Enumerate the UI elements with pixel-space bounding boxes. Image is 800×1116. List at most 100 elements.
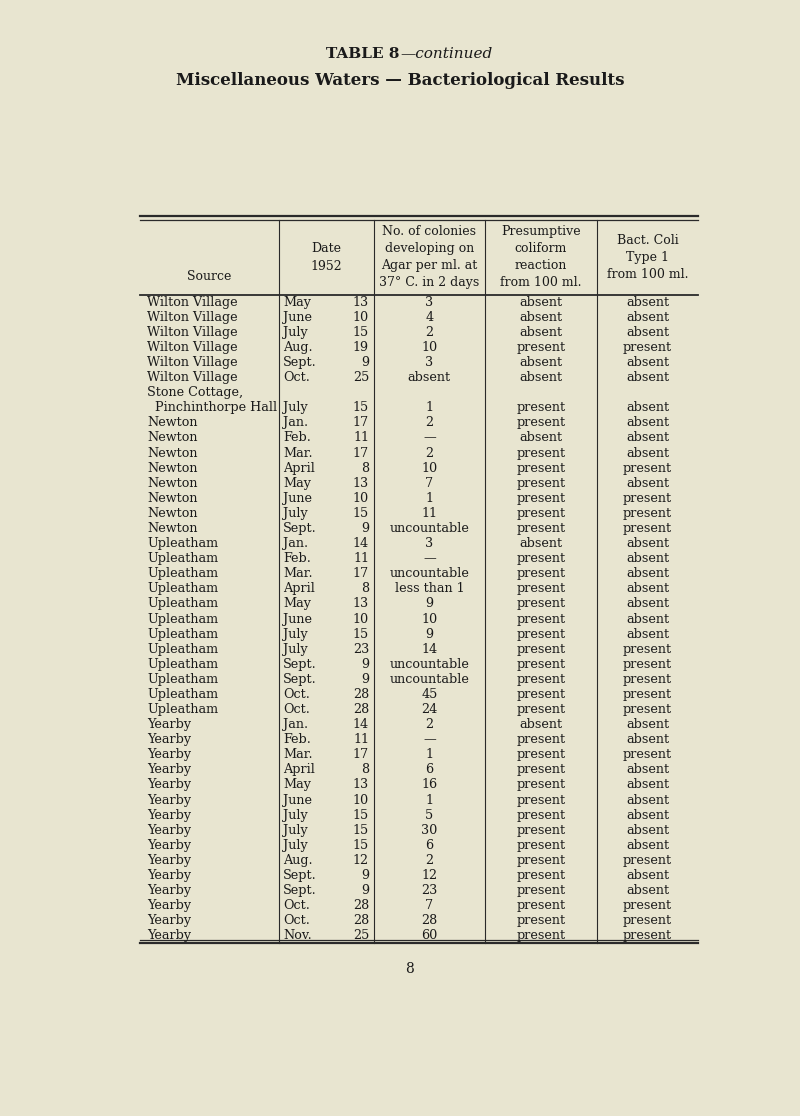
- Text: Yearby: Yearby: [147, 779, 191, 791]
- Text: —: —: [423, 432, 436, 444]
- Text: present: present: [516, 492, 566, 504]
- Text: 10: 10: [422, 340, 438, 354]
- Text: Yearby: Yearby: [147, 809, 191, 821]
- Text: present: present: [516, 477, 566, 490]
- Text: 10: 10: [353, 613, 369, 625]
- Text: 3: 3: [426, 537, 434, 550]
- Text: 2: 2: [426, 326, 434, 339]
- Text: present: present: [516, 854, 566, 867]
- Text: Yearby: Yearby: [147, 930, 191, 942]
- Text: present: present: [623, 749, 672, 761]
- Text: Oct.: Oct.: [283, 914, 310, 927]
- Text: Yearby: Yearby: [147, 839, 191, 852]
- Text: No. of colonies
developing on
Agar per ml. at
37° C. in 2 days: No. of colonies developing on Agar per m…: [379, 225, 479, 289]
- Text: absent: absent: [626, 537, 669, 550]
- Text: 2: 2: [426, 854, 434, 867]
- Text: 10: 10: [422, 613, 438, 625]
- Text: absent: absent: [626, 824, 669, 837]
- Text: 8: 8: [406, 962, 414, 976]
- Text: absent: absent: [626, 583, 669, 595]
- Text: 19: 19: [353, 340, 369, 354]
- Text: present: present: [516, 779, 566, 791]
- Text: May: May: [283, 296, 311, 309]
- Text: present: present: [516, 597, 566, 610]
- Text: Newton: Newton: [147, 477, 198, 490]
- Text: 8: 8: [361, 462, 369, 474]
- Text: absent: absent: [519, 326, 562, 339]
- Text: 14: 14: [353, 537, 369, 550]
- Text: 9: 9: [361, 673, 369, 686]
- Text: —continued: —continued: [400, 47, 492, 60]
- Text: Presumptive
coliform
reaction
from 100 ml.: Presumptive coliform reaction from 100 m…: [500, 225, 582, 289]
- Text: present: present: [516, 446, 566, 460]
- Text: absent: absent: [626, 416, 669, 430]
- Text: Newton: Newton: [147, 432, 198, 444]
- Text: Source: Source: [187, 270, 232, 282]
- Text: present: present: [623, 899, 672, 912]
- Text: Wilton Village: Wilton Village: [147, 372, 238, 384]
- Text: 10: 10: [422, 462, 438, 474]
- Text: April: April: [283, 462, 315, 474]
- Text: present: present: [516, 869, 566, 882]
- Text: present: present: [516, 687, 566, 701]
- Text: 45: 45: [421, 687, 438, 701]
- Text: absent: absent: [519, 310, 562, 324]
- Text: 28: 28: [353, 914, 369, 927]
- Text: absent: absent: [519, 356, 562, 369]
- Text: 13: 13: [353, 296, 369, 309]
- Text: absent: absent: [626, 763, 669, 777]
- Text: absent: absent: [626, 839, 669, 852]
- Text: present: present: [623, 522, 672, 535]
- Text: 2: 2: [426, 718, 434, 731]
- Text: absent: absent: [626, 733, 669, 747]
- Text: Yearby: Yearby: [147, 763, 191, 777]
- Text: Wilton Village: Wilton Village: [147, 310, 238, 324]
- Text: Newton: Newton: [147, 492, 198, 504]
- Text: Newton: Newton: [147, 416, 198, 430]
- Text: Sept.: Sept.: [283, 522, 317, 535]
- Text: Upleatham: Upleatham: [147, 673, 218, 686]
- Text: Oct.: Oct.: [283, 372, 310, 384]
- Text: 11: 11: [353, 432, 369, 444]
- Text: Wilton Village: Wilton Village: [147, 356, 238, 369]
- Text: Upleatham: Upleatham: [147, 537, 218, 550]
- Text: present: present: [516, 809, 566, 821]
- Text: Upleatham: Upleatham: [147, 552, 218, 565]
- Text: Date
1952: Date 1952: [310, 242, 342, 272]
- Text: absent: absent: [626, 567, 669, 580]
- Text: present: present: [516, 402, 566, 414]
- Text: Jan.: Jan.: [283, 718, 308, 731]
- Text: 9: 9: [361, 884, 369, 897]
- Text: absent: absent: [626, 477, 669, 490]
- Text: present: present: [516, 627, 566, 641]
- Text: Yearby: Yearby: [147, 749, 191, 761]
- Text: Sept.: Sept.: [283, 356, 317, 369]
- Text: present: present: [516, 884, 566, 897]
- Text: 25: 25: [353, 372, 369, 384]
- Text: present: present: [516, 824, 566, 837]
- Text: 13: 13: [353, 779, 369, 791]
- Text: present: present: [623, 492, 672, 504]
- Text: Yearby: Yearby: [147, 733, 191, 747]
- Text: —: —: [423, 552, 436, 565]
- Text: 16: 16: [422, 779, 438, 791]
- Text: Mar.: Mar.: [283, 446, 313, 460]
- Text: present: present: [623, 703, 672, 716]
- Text: present: present: [623, 854, 672, 867]
- Text: 15: 15: [353, 824, 369, 837]
- Text: Yearby: Yearby: [147, 793, 191, 807]
- Text: 11: 11: [353, 733, 369, 747]
- Text: Upleatham: Upleatham: [147, 657, 218, 671]
- Text: Yearby: Yearby: [147, 914, 191, 927]
- Text: absent: absent: [626, 402, 669, 414]
- Text: 17: 17: [353, 749, 369, 761]
- Text: Sept.: Sept.: [283, 673, 317, 686]
- Text: 13: 13: [353, 477, 369, 490]
- Text: present: present: [623, 657, 672, 671]
- Text: present: present: [623, 914, 672, 927]
- Text: July: July: [283, 326, 308, 339]
- Text: Miscellaneous Waters — Bacteriological Results: Miscellaneous Waters — Bacteriological R…: [176, 71, 624, 89]
- Text: Mar.: Mar.: [283, 567, 313, 580]
- Text: May: May: [283, 779, 311, 791]
- Text: absent: absent: [626, 552, 669, 565]
